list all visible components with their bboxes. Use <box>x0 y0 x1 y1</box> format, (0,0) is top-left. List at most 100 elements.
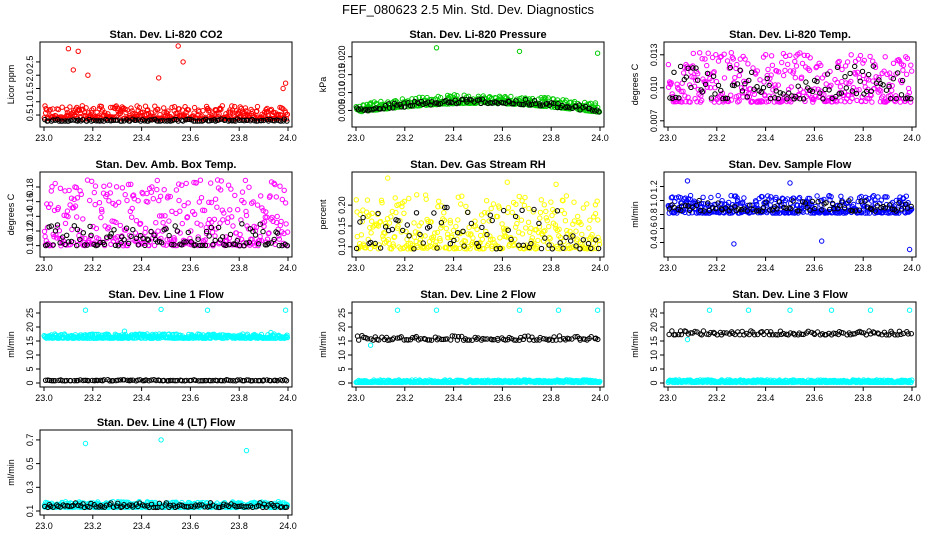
data-point <box>690 50 696 57</box>
data-point <box>148 189 155 195</box>
data-point <box>59 118 65 124</box>
data-point <box>837 84 844 90</box>
plot-frame <box>39 301 293 388</box>
outlier-point <box>745 307 752 313</box>
series-filtered <box>354 96 602 115</box>
data-point <box>96 200 103 206</box>
data-point <box>183 180 189 187</box>
x-tick-label: 23.0 <box>659 393 677 403</box>
x-tick-label: 23.8 <box>542 263 560 273</box>
data-point <box>768 72 774 78</box>
data-point <box>185 200 191 206</box>
data-point <box>179 107 186 113</box>
data-point <box>751 91 758 98</box>
data-point <box>111 227 117 233</box>
x-tick-label: 23.2 <box>708 393 726 403</box>
points <box>665 307 915 386</box>
data-point <box>695 71 701 77</box>
x-tick-label: 23.0 <box>347 263 365 273</box>
data-point <box>386 105 393 111</box>
data-point <box>464 99 470 105</box>
x-tick-label: 23.0 <box>35 133 53 143</box>
x-tick-label: 24.0 <box>591 263 609 273</box>
data-point <box>141 118 148 124</box>
data-point <box>74 118 81 124</box>
data-point <box>166 218 172 224</box>
data-point <box>836 58 842 65</box>
data-point <box>455 100 462 106</box>
data-point <box>55 106 62 113</box>
data-point <box>867 53 873 60</box>
data-point <box>814 193 820 199</box>
data-point <box>483 198 490 204</box>
data-point <box>90 105 97 112</box>
data-point <box>818 62 824 69</box>
data-point <box>239 189 246 195</box>
data-point <box>273 194 279 200</box>
data-point <box>782 67 788 74</box>
data-point <box>431 210 437 216</box>
data-point <box>767 75 773 82</box>
data-point <box>198 195 205 201</box>
data-point <box>453 223 459 230</box>
outlier-point <box>433 307 440 313</box>
data-point <box>156 197 162 204</box>
data-point <box>741 195 747 201</box>
data-point <box>544 217 550 224</box>
data-point <box>694 99 700 105</box>
data-point <box>780 72 787 79</box>
data-point <box>732 75 738 81</box>
plot-frame <box>351 41 605 128</box>
data-point <box>242 177 249 184</box>
data-point <box>798 74 805 80</box>
data-point <box>369 218 375 224</box>
data-point <box>775 82 781 88</box>
data-point <box>668 80 674 86</box>
y-tick-label: 0.6 <box>649 222 659 235</box>
data-point <box>212 233 218 239</box>
data-point <box>179 220 186 227</box>
data-point <box>745 91 752 97</box>
data-point <box>769 62 776 69</box>
data-point <box>161 105 167 111</box>
data-point <box>80 216 86 222</box>
data-point <box>807 55 813 61</box>
outlier-point <box>158 306 164 313</box>
data-point <box>171 104 178 110</box>
data-point <box>763 52 769 58</box>
x-tick-label: 24.0 <box>903 263 921 273</box>
data-point <box>458 201 464 207</box>
data-point <box>519 231 526 237</box>
x-tick-label: 23.6 <box>494 393 512 403</box>
data-point <box>378 98 384 105</box>
data-point <box>848 52 854 58</box>
points <box>353 307 603 386</box>
data-point <box>806 67 813 74</box>
data-point <box>579 231 585 238</box>
data-point <box>62 118 68 124</box>
data-point <box>377 106 384 112</box>
data-point <box>563 193 570 199</box>
y-tick-label: 5 <box>649 366 659 371</box>
outlier-point <box>394 307 401 313</box>
x-tick-label: 24.0 <box>903 393 921 403</box>
panel-title: Stan. Dev. Line 4 (LT) Flow <box>97 417 236 429</box>
series-raw <box>665 178 915 253</box>
data-point <box>176 106 182 112</box>
points <box>41 306 291 384</box>
data-point <box>42 233 48 240</box>
data-point <box>411 220 417 226</box>
data-point <box>727 62 733 68</box>
outlier-point <box>175 43 181 49</box>
data-point <box>680 88 686 95</box>
data-point <box>785 61 791 68</box>
x-tick-label: 23.2 <box>396 133 414 143</box>
data-point <box>161 187 167 193</box>
data-point <box>792 75 798 81</box>
data-point <box>87 197 93 204</box>
data-point <box>903 71 910 78</box>
data-point <box>757 77 763 83</box>
data-point <box>522 96 529 103</box>
series-raw <box>41 43 291 122</box>
